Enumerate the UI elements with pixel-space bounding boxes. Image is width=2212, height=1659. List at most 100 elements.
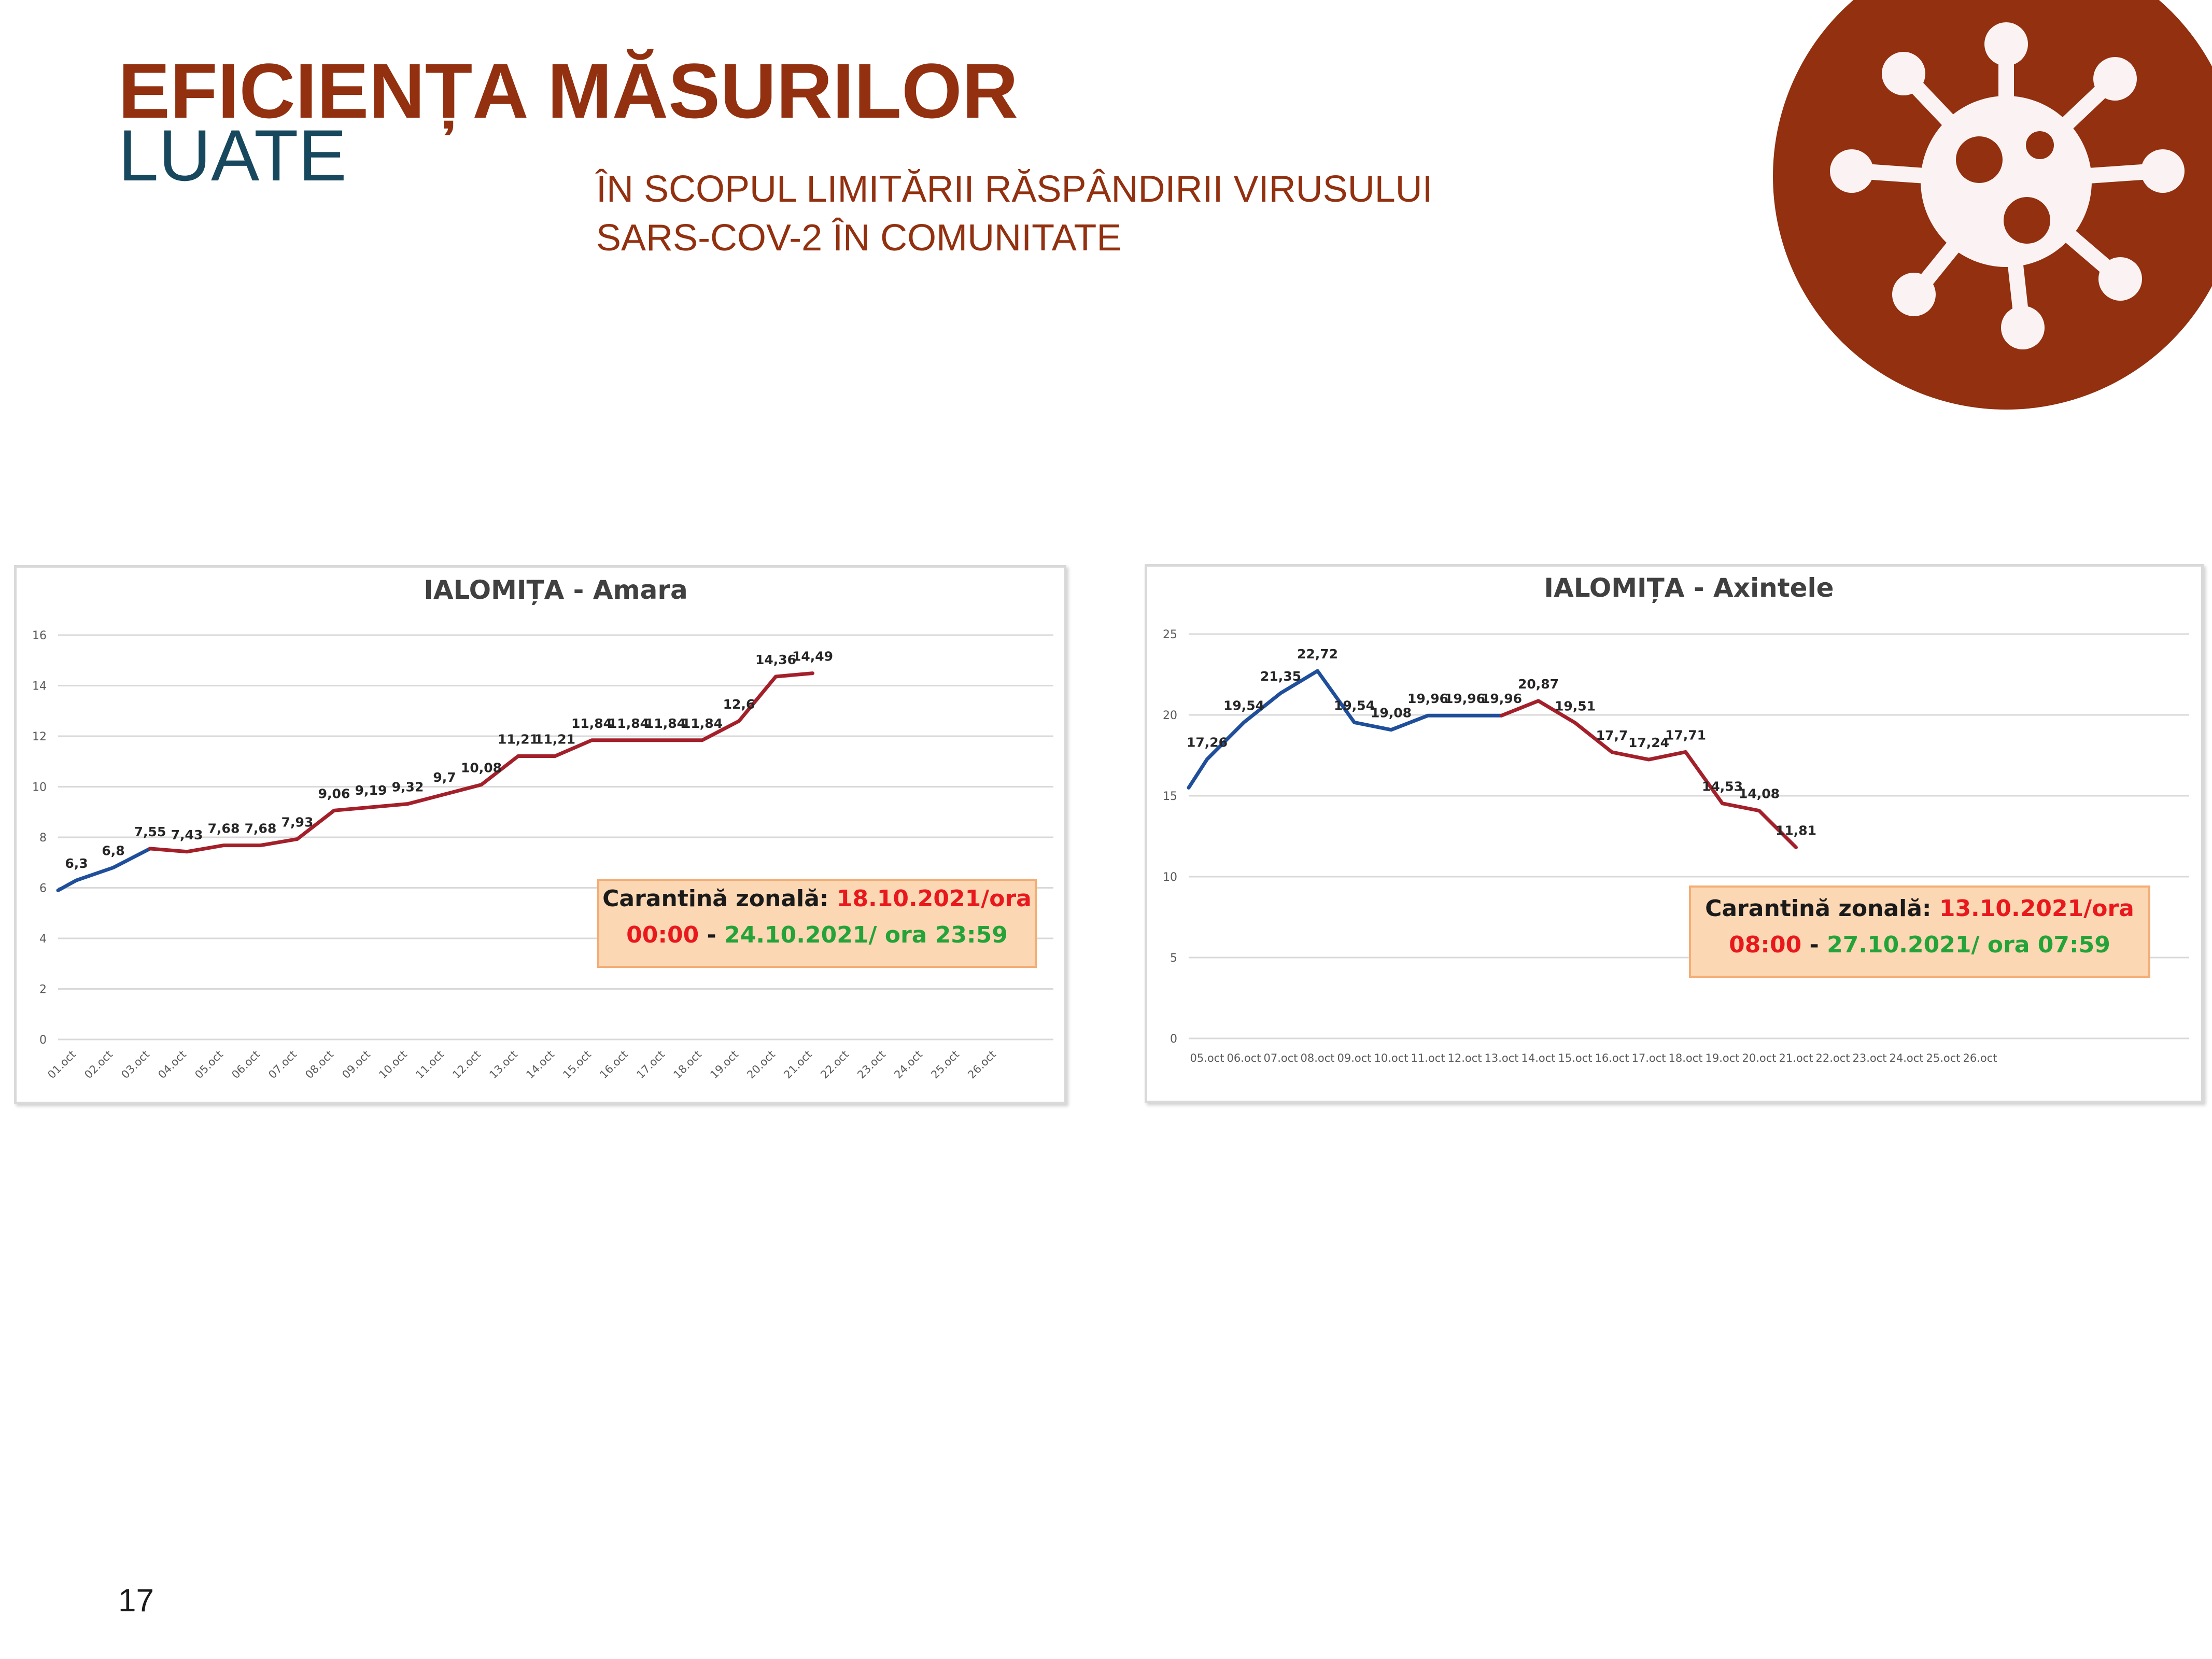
y-tick-label: 8 — [39, 832, 47, 845]
data-label: 6,3 — [65, 856, 88, 871]
data-label: 9,06 — [318, 786, 350, 801]
x-tick-label: 25.oct — [1926, 1052, 1960, 1064]
y-tick-label: 20 — [1163, 709, 1177, 722]
data-label: 20,87 — [1518, 677, 1559, 692]
y-tick-label: 0 — [1170, 1033, 1177, 1046]
x-tick-label: 14.oct — [1521, 1052, 1555, 1064]
y-tick-label: 25 — [1163, 628, 1177, 641]
x-tick-label: 20.oct — [744, 1048, 778, 1081]
data-label: 9,7 — [433, 770, 456, 785]
x-tick-label: 12.oct — [1447, 1052, 1482, 1064]
data-label: 19,96 — [1481, 691, 1522, 706]
x-tick-label: 22.oct — [818, 1048, 851, 1081]
data-label: 9,32 — [392, 780, 424, 795]
data-label: 11,81 — [1776, 823, 1816, 838]
y-tick-label: 4 — [39, 933, 47, 946]
data-label: 19,51 — [1555, 698, 1596, 713]
data-label: 11,21 — [498, 732, 539, 747]
quarantine-end: 27.10.2021/ ora 07:59 — [1827, 932, 2110, 958]
series-line-before-quarantine — [1187, 669, 1503, 790]
x-tick-label: 06.oct — [229, 1048, 262, 1081]
slide-subtitle: ÎN SCOPUL LIMITĂRII RĂSPÂNDIRII VIRUSULU… — [596, 165, 1433, 262]
x-tick-label: 09.oct — [340, 1048, 373, 1081]
y-tick-label: 6 — [39, 882, 47, 895]
data-label: 19,54 — [1223, 698, 1264, 713]
x-tick-label: 26.oct — [1963, 1052, 1997, 1064]
x-tick-label: 24.oct — [892, 1048, 925, 1081]
data-label: 14,49 — [792, 649, 833, 664]
x-tick-label: 11.oct — [1411, 1052, 1445, 1064]
quarantine-label: Carantină zonală: — [602, 885, 829, 912]
chart-amara: IALOMIȚA - Amara 0 2 4 6 8 10 12 14 16 01.oct 02.oc… — [14, 565, 1066, 1104]
quarantine-label: Carantină zonală: — [1705, 895, 1932, 922]
page-number: 17 — [118, 1583, 154, 1619]
x-tick-label: 08.oct — [1300, 1052, 1334, 1064]
x-tick-label: 01.oct — [45, 1048, 78, 1081]
data-label: 7,68 — [245, 821, 277, 836]
x-tick-label: 13.oct — [1484, 1052, 1518, 1064]
x-tick-label: 07.oct — [1263, 1052, 1298, 1064]
x-tick-label: 14.oct — [524, 1048, 557, 1081]
data-label: 17,26 — [1187, 735, 1228, 750]
subtitle-line-1: ÎN SCOPUL LIMITĂRII RĂSPÂNDIRII VIRUSULU… — [596, 168, 1433, 210]
data-label: 19,54 — [1334, 698, 1375, 713]
data-label: 14,36 — [755, 652, 796, 667]
x-tick-label: 17.oct — [1631, 1052, 1666, 1064]
chart-title: IALOMIȚA - Axintele — [1544, 573, 1834, 603]
x-tick-label: 18.oct — [1668, 1052, 1702, 1064]
data-label: 21,35 — [1260, 669, 1301, 684]
y-tick-label: 5 — [1170, 952, 1177, 965]
x-tick-label: 19.oct — [708, 1048, 741, 1081]
chart-axintele-plot: IALOMIȚA - Axintele 0 5 10 15 20 25 05.oct 06.oc… — [1163, 573, 2189, 1064]
chart-title: IALOMIȚA - Amara — [424, 575, 688, 605]
x-tick-label: 16.oct — [597, 1048, 630, 1081]
slide-title-second-line: LUATE — [118, 115, 347, 196]
data-label: 12,6 — [723, 697, 755, 712]
quarantine-start-time: 00:00 — [626, 922, 699, 948]
quarantine-separator: - — [699, 922, 725, 948]
x-tick-label: 05.oct — [1190, 1052, 1224, 1064]
y-tick-label: 10 — [32, 781, 47, 794]
x-tick-label: 08.oct — [303, 1048, 336, 1081]
x-tick-label: 04.oct — [156, 1048, 189, 1081]
series-line-during-quarantine — [1500, 699, 1798, 849]
data-label: 11,84 — [571, 716, 612, 731]
data-label: 9,19 — [355, 783, 387, 798]
virus-icon — [1773, 0, 2212, 410]
x-tick-label: 18.oct — [671, 1048, 704, 1081]
x-tick-label: 11.oct — [413, 1048, 446, 1081]
data-label: 19,96 — [1444, 691, 1485, 706]
data-label: 17,24 — [1628, 735, 1669, 750]
data-label: 10,08 — [461, 761, 502, 776]
data-label: 6,8 — [102, 843, 124, 859]
y-tick-label: 14 — [32, 680, 47, 693]
x-tick-label: 02.oct — [82, 1048, 115, 1081]
quarantine-note-amara: Carantină zonală: 18.10.2021/ora 00:00 -… — [597, 879, 1037, 968]
y-tick-label: 10 — [1163, 871, 1177, 884]
data-label: 11,84 — [682, 716, 723, 731]
y-tick-label: 2 — [39, 983, 47, 996]
series-line-before-quarantine — [56, 847, 152, 892]
data-label: 7,93 — [281, 814, 314, 830]
x-tick-label: 26.oct — [965, 1048, 998, 1081]
x-tick-label: 19.oct — [1705, 1052, 1739, 1064]
x-tick-label: 13.oct — [487, 1048, 520, 1081]
quarantine-start: 13.10.2021/ora — [1939, 895, 2134, 922]
data-label: 19,96 — [1407, 691, 1448, 706]
x-tick-label: 20.oct — [1742, 1052, 1776, 1064]
chart-amara-plot: IALOMIȚA - Amara 0 2 4 6 8 10 12 14 16 01.oct 02.oc… — [32, 575, 1053, 1081]
data-label: 22,72 — [1297, 646, 1338, 662]
data-label: 11,84 — [608, 716, 649, 731]
data-label: 11,84 — [645, 716, 686, 731]
data-label: 7,43 — [171, 827, 203, 842]
x-tick-label: 07.oct — [266, 1048, 299, 1081]
data-label: 7,68 — [208, 821, 240, 836]
x-tick-label: 06.oct — [1227, 1052, 1261, 1064]
data-label: 19,08 — [1371, 706, 1412, 721]
x-tick-label: 12.oct — [450, 1048, 483, 1081]
data-label: 11,21 — [534, 732, 575, 747]
quarantine-separator: - — [1801, 932, 1827, 958]
data-label: 14,53 — [1702, 779, 1743, 794]
x-tick-label: 09.oct — [1337, 1052, 1371, 1064]
quarantine-note-axintele: Carantină zonală: 13.10.2021/ora 08:00 -… — [1689, 885, 2150, 978]
